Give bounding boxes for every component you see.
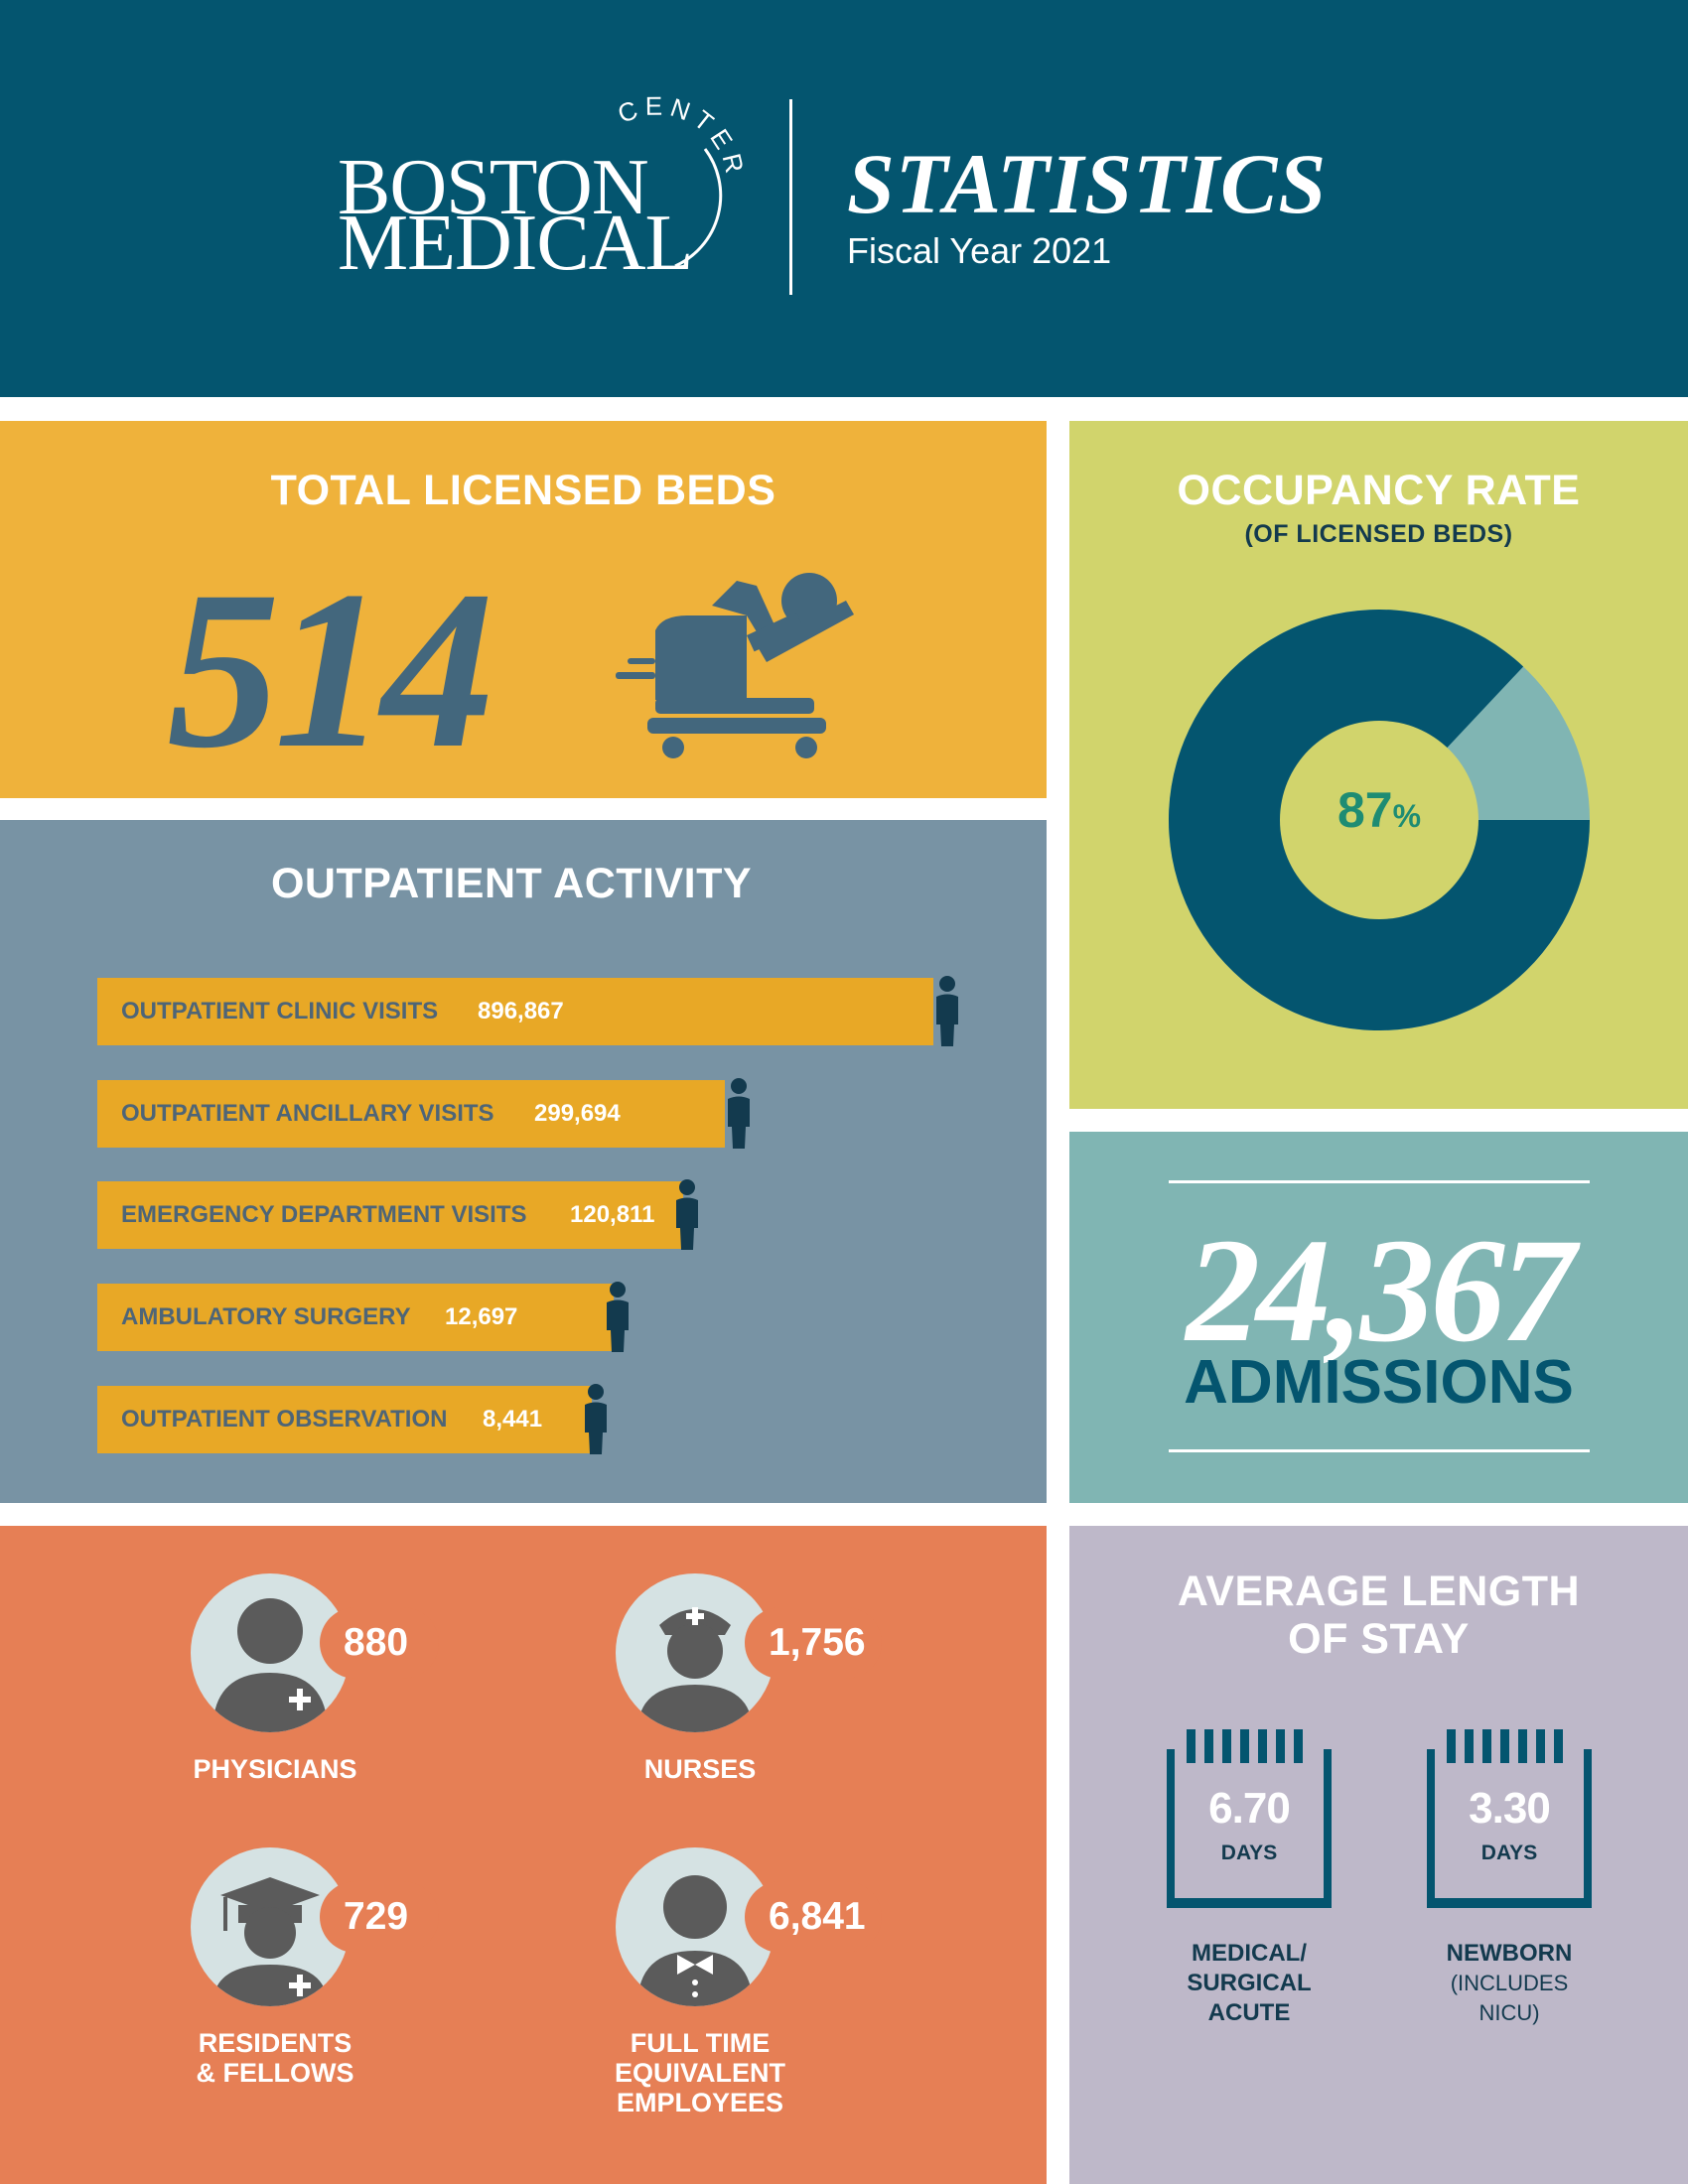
staff-count-badge: 880 bbox=[320, 1607, 439, 1679]
employee-icon bbox=[637, 1875, 753, 2006]
person-icon bbox=[607, 1282, 629, 1352]
alos-value: 6.70 bbox=[1208, 1784, 1291, 1833]
outpatient-panel: OUTPATIENT ACTIVITY OUTPATIENT CLINIC VI… bbox=[0, 820, 1047, 1503]
length-of-stay-panel: AVERAGE LENGTH OF STAY 6.70 DAYS MEDICAL… bbox=[1069, 1526, 1688, 2184]
bar-label: OUTPATIENT CLINIC VISITS bbox=[121, 998, 439, 1024]
person-icon bbox=[728, 1078, 750, 1149]
admissions-rule-bottom bbox=[1169, 1449, 1590, 1452]
occupancy-subtitle: (OF LICENSED BEDS) bbox=[1244, 520, 1513, 548]
staff-count-badge: 729 bbox=[320, 1881, 439, 1953]
alos-unit: DAYS bbox=[1480, 1842, 1538, 1864]
staff-label-nurses: NURSES bbox=[643, 1754, 757, 1784]
staff-label-residents: RESIDENTS & FELLOWS bbox=[196, 2028, 354, 2088]
staff-panel: 880 PHYSICIANS 1,756 NURSES 729 RESIDENT… bbox=[0, 1526, 1047, 2184]
staff-label-physicians: PHYSICIANS bbox=[193, 1754, 357, 1784]
occupancy-value: 87% bbox=[1169, 781, 1590, 839]
person-icon bbox=[676, 1179, 698, 1250]
alos-label-medical: MEDICAL/ SURGICAL ACUTE bbox=[1187, 1940, 1312, 2026]
bar-label: EMERGENCY DEPARTMENT VISITS bbox=[121, 1201, 527, 1228]
outpatient-bar-emergency: EMERGENCY DEPARTMENT VISITS 120,811 bbox=[97, 1181, 683, 1249]
outpatient-bar-clinic: OUTPATIENT CLINIC VISITS 896,867 bbox=[97, 978, 933, 1045]
page-title: STATISTICS bbox=[847, 136, 1328, 231]
bar-value: 120,811 bbox=[570, 1201, 655, 1228]
bar-value: 12,697 bbox=[445, 1303, 518, 1330]
beds-value: 514 bbox=[167, 545, 494, 795]
beds-title: TOTAL LICENSED BEDS bbox=[270, 467, 776, 514]
admissions-value: 24,367 bbox=[1186, 1208, 1576, 1373]
bar-value: 299,694 bbox=[534, 1100, 621, 1127]
physician-icon bbox=[212, 1598, 328, 1732]
admissions-rule-top bbox=[1169, 1180, 1590, 1183]
header-divider bbox=[789, 99, 792, 295]
bar-value: 8,441 bbox=[483, 1406, 543, 1433]
staff-count-badge: 1,756 bbox=[745, 1607, 882, 1679]
admissions-label: ADMISSIONS bbox=[1184, 1348, 1574, 1417]
graduate-icon bbox=[212, 1877, 328, 2006]
donut-center bbox=[1280, 721, 1478, 919]
occupancy-title: OCCUPANCY RATE bbox=[1177, 467, 1581, 514]
beds-panel: TOTAL LICENSED BEDS bbox=[0, 421, 1047, 798]
hospital-bed-icon bbox=[616, 573, 854, 758]
nurse-icon bbox=[637, 1607, 753, 1732]
bar-label: OUTPATIENT ANCILLARY VISITS bbox=[121, 1100, 494, 1127]
header-banner: BOSTON MEDICAL CENTER STATISTICS Fiscal … bbox=[0, 0, 1688, 397]
occupancy-value-unit: % bbox=[1392, 798, 1422, 834]
staff-label-employees: FULL TIME EQUIVALENT EMPLOYEES bbox=[614, 2028, 785, 2117]
alos-label-newborn: NEWBORN (INCLUDES NICU) bbox=[1446, 1940, 1573, 2025]
bar-value: 896,867 bbox=[478, 998, 564, 1024]
person-icon bbox=[585, 1384, 607, 1454]
logo-arc-text: CENTER bbox=[614, 91, 745, 182]
staff-count-badge: 6,841 bbox=[745, 1881, 882, 1953]
logo-arc-icon: CENTER bbox=[614, 91, 751, 268]
person-icon bbox=[936, 976, 958, 1046]
outpatient-title: OUTPATIENT ACTIVITY bbox=[270, 860, 753, 907]
admissions-panel: 24,367 ADMISSIONS bbox=[1069, 1132, 1688, 1503]
logo-text-medical: MEDICAL bbox=[338, 200, 693, 287]
occupancy-donut-chart bbox=[1169, 610, 1590, 1030]
alos-title: AVERAGE LENGTH OF STAY bbox=[1177, 1568, 1581, 1663]
staff-circle bbox=[191, 1573, 350, 1732]
outpatient-bar-observation: OUTPATIENT OBSERVATION 8,441 bbox=[97, 1386, 592, 1453]
calendar-icon bbox=[1427, 1729, 1592, 1908]
bar-label: AMBULATORY SURGERY bbox=[121, 1303, 411, 1330]
calendar-icon bbox=[1167, 1729, 1332, 1908]
alos-value: 3.30 bbox=[1469, 1784, 1551, 1833]
outpatient-bar-ambulatory: AMBULATORY SURGERY 12,697 bbox=[97, 1284, 614, 1351]
bar-label: OUTPATIENT OBSERVATION bbox=[121, 1406, 448, 1433]
logo-text-boston: BOSTON bbox=[338, 144, 649, 231]
svg-text:CENTER: CENTER bbox=[614, 91, 751, 182]
outpatient-bar-ancillary: OUTPATIENT ANCILLARY VISITS 299,694 bbox=[97, 1080, 725, 1148]
alos-unit: DAYS bbox=[1220, 1842, 1278, 1864]
occupancy-panel: OCCUPANCY RATE (OF LICENSED BEDS) 87% bbox=[1069, 421, 1688, 1109]
page-subtitle: Fiscal Year 2021 bbox=[847, 230, 1112, 271]
occupancy-value-number: 87 bbox=[1336, 782, 1393, 838]
